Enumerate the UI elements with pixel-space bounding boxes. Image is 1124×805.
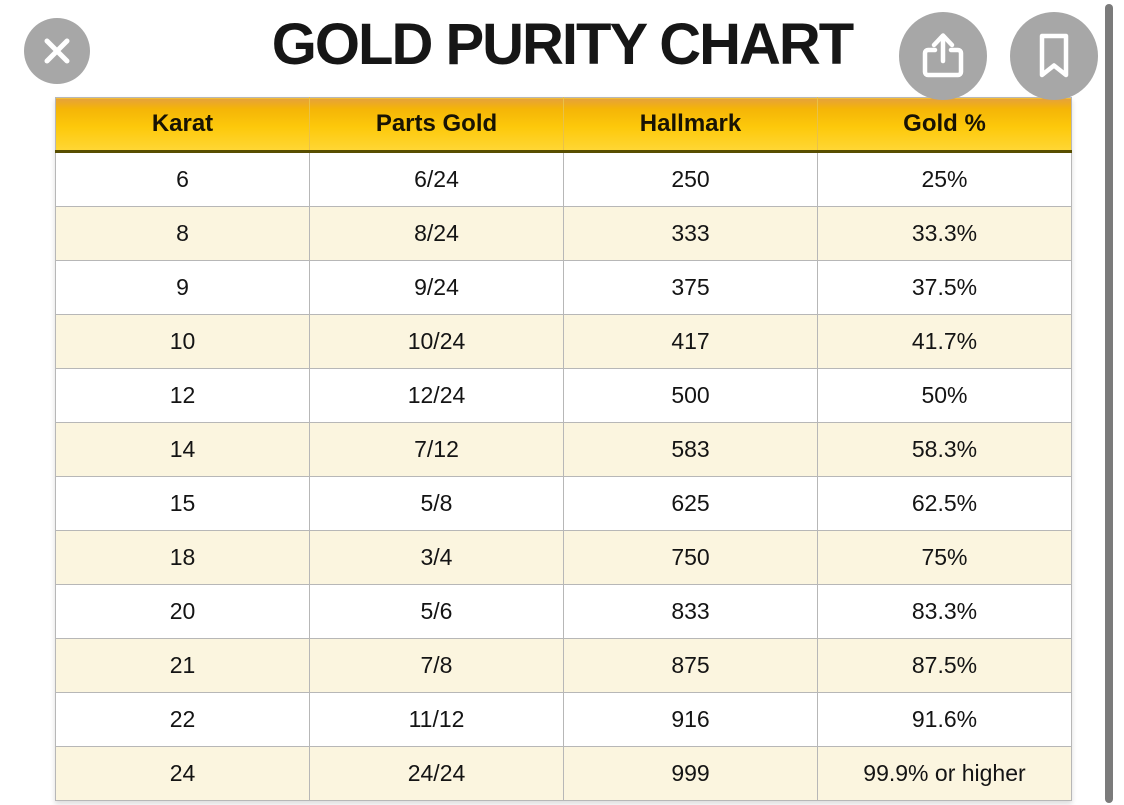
table-cell: 333 (563, 206, 818, 261)
table-cell: 9 (55, 260, 310, 315)
table-cell: 750 (563, 530, 818, 585)
table-row: 22 11/12 916 91.6% (55, 692, 1072, 747)
table-cell: 50% (817, 368, 1072, 423)
table-cell: 83.3% (817, 584, 1072, 639)
gold-purity-table: Karat Parts Gold Hallmark Gold % 6 6/24 25… (55, 97, 1072, 801)
table-cell: 87.5% (817, 638, 1072, 693)
table-cell: 14 (55, 422, 310, 477)
table-cell: 24 (55, 746, 310, 801)
table-row: 8 8/24 333 33.3% (55, 206, 1072, 261)
close-icon (40, 34, 74, 68)
table-cell: 916 (563, 692, 818, 747)
table-cell: 20 (55, 584, 310, 639)
table-row: 14 7/12 583 58.3% (55, 422, 1072, 477)
table-cell: 11/12 (309, 692, 564, 747)
table-row: 12 12/24 500 50% (55, 368, 1072, 423)
table-cell: 6 (55, 151, 310, 207)
table-cell: 33.3% (817, 206, 1072, 261)
table-row: 24 24/24 999 99.9% or higher (55, 746, 1072, 801)
table-cell: 12 (55, 368, 310, 423)
table-cell: 22 (55, 692, 310, 747)
table-cell: 99.9% or higher (817, 746, 1072, 801)
table-cell: 37.5% (817, 260, 1072, 315)
table-cell: 3/4 (309, 530, 564, 585)
table-row: 18 3/4 750 75% (55, 530, 1072, 585)
table-cell: 625 (563, 476, 818, 531)
table-cell: 875 (563, 638, 818, 693)
table-cell: 15 (55, 476, 310, 531)
table-cell: 75% (817, 530, 1072, 585)
table-cell: 41.7% (817, 314, 1072, 369)
table-cell: 10 (55, 314, 310, 369)
bookmark-icon (1036, 32, 1072, 80)
table-cell: 21 (55, 638, 310, 693)
table-cell: 5/8 (309, 476, 564, 531)
table-cell: 24/24 (309, 746, 564, 801)
table-row: 15 5/8 625 62.5% (55, 476, 1072, 531)
close-button[interactable] (24, 18, 90, 84)
table-cell: 7/8 (309, 638, 564, 693)
table-cell: 250 (563, 151, 818, 207)
table-row: 10 10/24 417 41.7% (55, 314, 1072, 369)
column-header-karat: Karat (55, 97, 310, 153)
bookmark-button[interactable] (1010, 12, 1098, 100)
column-header-gold-pct: Gold % (817, 97, 1072, 153)
table-cell: 25% (817, 151, 1072, 207)
table-cell: 6/24 (309, 151, 564, 207)
table-row: 6 6/24 250 25% (55, 151, 1072, 207)
table-cell: 91.6% (817, 692, 1072, 747)
page-title: GOLD PURITY CHART (271, 12, 854, 77)
table-cell: 5/6 (309, 584, 564, 639)
table-cell: 12/24 (309, 368, 564, 423)
column-header-parts-gold: Parts Gold (309, 97, 564, 153)
table-cell: 62.5% (817, 476, 1072, 531)
table-header-row: Karat Parts Gold Hallmark Gold % (55, 97, 1072, 153)
table-cell: 833 (563, 584, 818, 639)
table-cell: 500 (563, 368, 818, 423)
table-body: 6 6/24 250 25% 8 8/24 333 33.3% 9 9/24 375 37.5% 10 1… (55, 151, 1072, 801)
table-cell: 7/12 (309, 422, 564, 477)
table-row: 9 9/24 375 37.5% (55, 260, 1072, 315)
table-cell: 583 (563, 422, 818, 477)
table-cell: 375 (563, 260, 818, 315)
column-header-hallmark: Hallmark (563, 97, 818, 153)
table-cell: 8/24 (309, 206, 564, 261)
share-icon (920, 31, 966, 81)
table-cell: 8 (55, 206, 310, 261)
table-row: 20 5/6 833 83.3% (55, 584, 1072, 639)
table-cell: 999 (563, 746, 818, 801)
table-cell: 9/24 (309, 260, 564, 315)
gold-purity-table-container: Karat Parts Gold Hallmark Gold % 6 6/24 25… (55, 97, 1072, 801)
table-row: 21 7/8 875 87.5% (55, 638, 1072, 693)
table-cell: 417 (563, 314, 818, 369)
share-button[interactable] (899, 12, 987, 100)
vertical-scrollbar[interactable] (1105, 4, 1113, 803)
table-cell: 58.3% (817, 422, 1072, 477)
table-cell: 18 (55, 530, 310, 585)
table-cell: 10/24 (309, 314, 564, 369)
